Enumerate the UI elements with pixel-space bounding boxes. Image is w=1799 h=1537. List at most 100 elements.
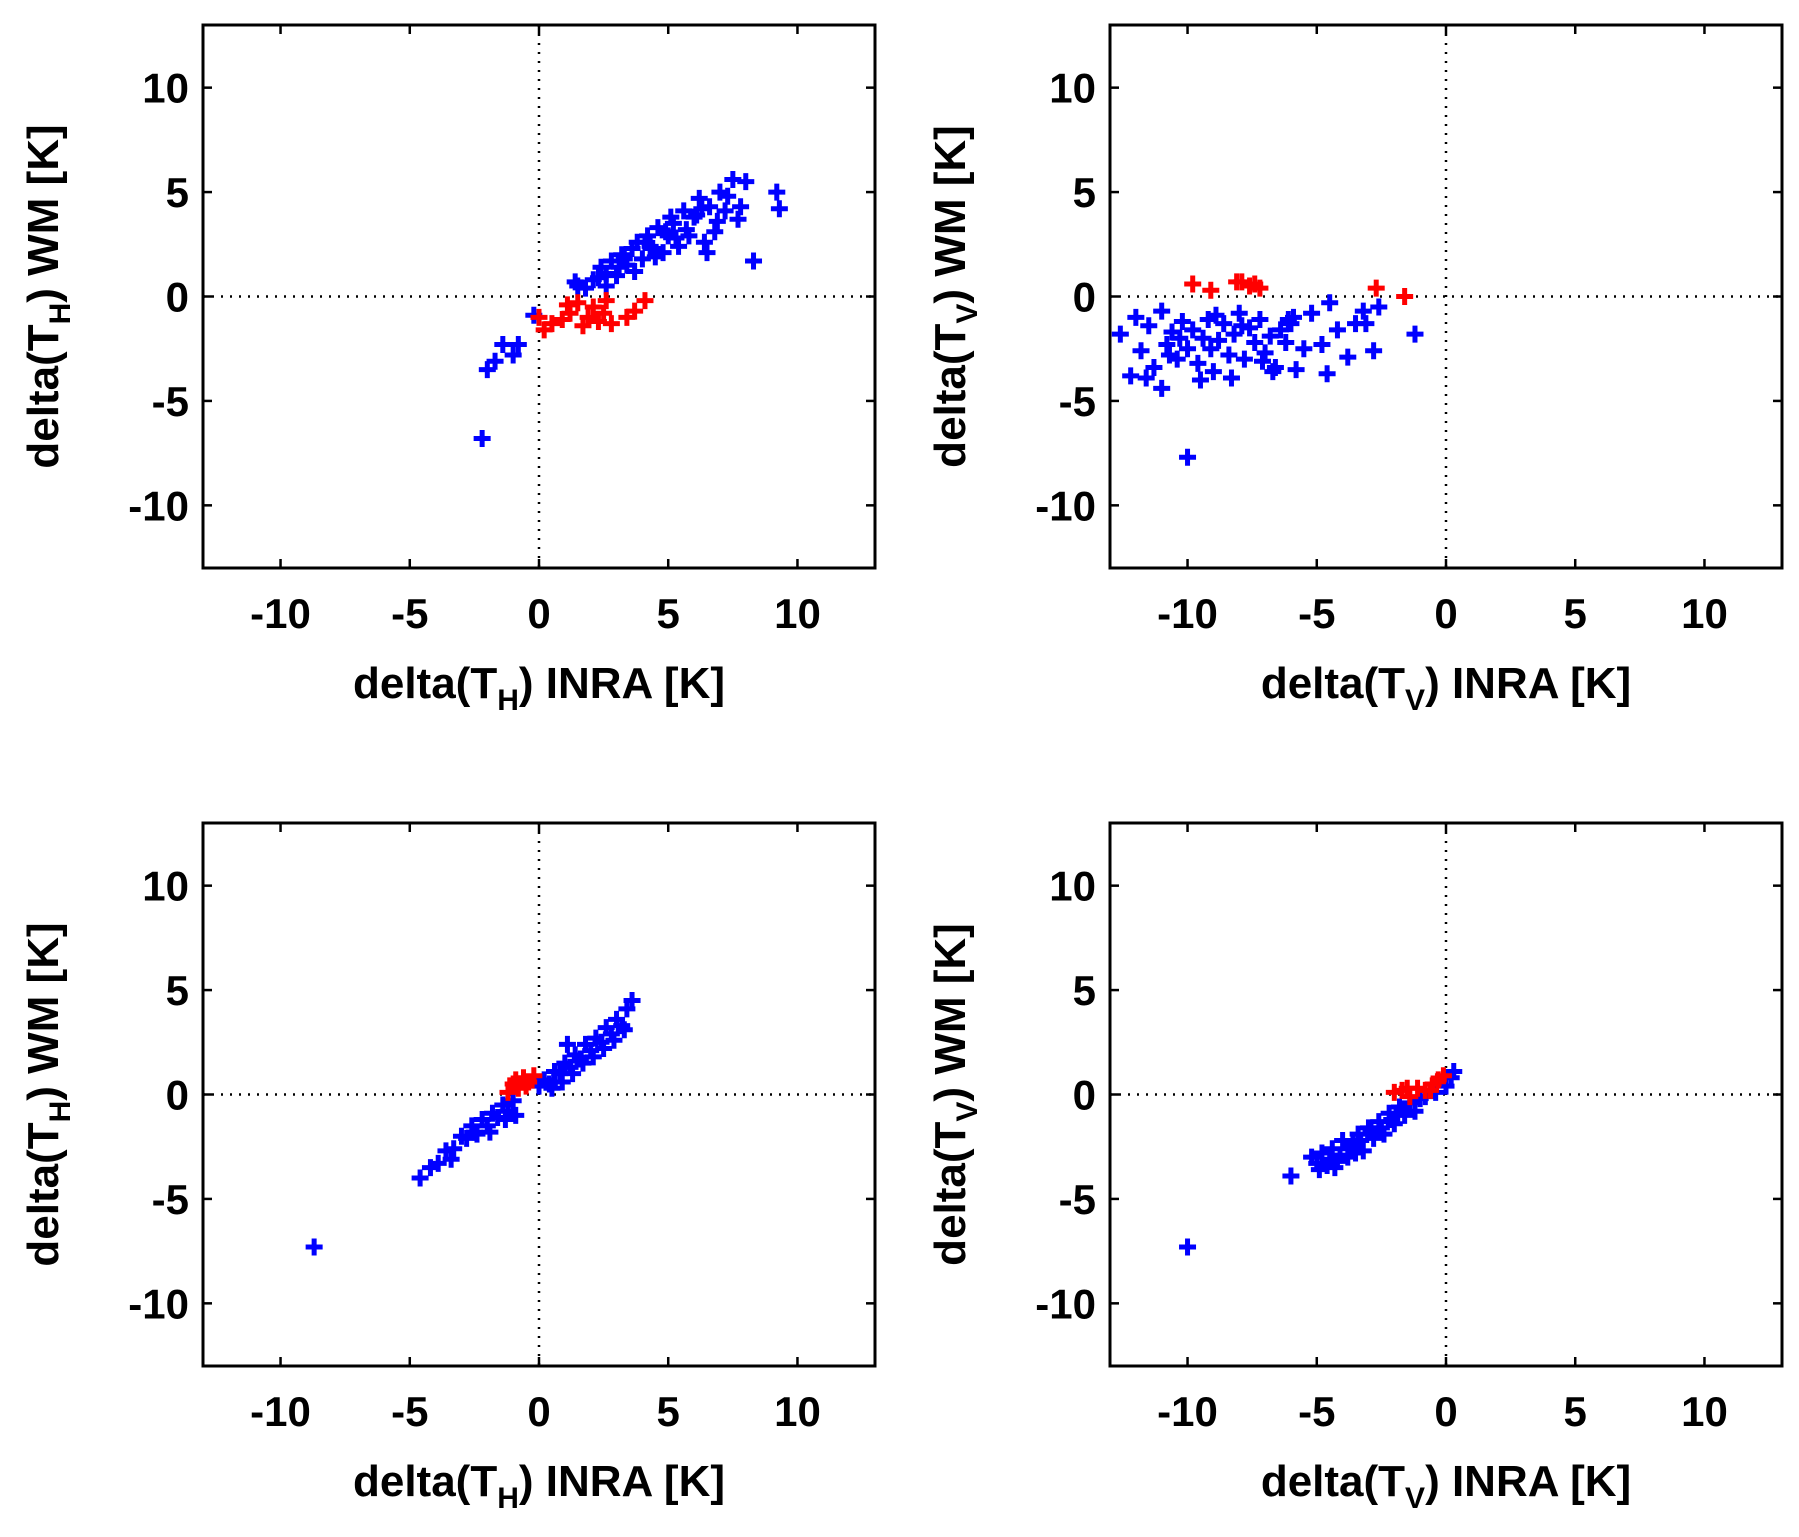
y-axis-label-prefix: delta(T	[926, 323, 975, 467]
data-point-blue	[496, 1111, 514, 1129]
y-tick-label: 10	[142, 65, 189, 112]
data-point-blue	[1287, 361, 1305, 379]
series-blue	[1111, 294, 1424, 466]
data-point-blue	[1303, 304, 1321, 322]
y-axis-label: delta(TV) WM [K]	[926, 923, 984, 1266]
x-tick-label: -5	[391, 1388, 428, 1435]
data-point-red	[1228, 273, 1246, 291]
data-point-blue	[504, 346, 522, 364]
x-tick-label: 10	[774, 590, 821, 637]
data-point-blue	[1321, 294, 1339, 312]
data-point-blue	[597, 277, 615, 295]
x-tick-label: 0	[1434, 590, 1457, 637]
data-point-blue	[1210, 331, 1228, 349]
data-point-blue	[305, 1238, 323, 1256]
data-point-blue	[1318, 365, 1336, 383]
data-point-blue	[698, 244, 716, 262]
data-point-red	[579, 308, 597, 326]
data-point-blue	[1225, 325, 1243, 343]
y-tick-label: 10	[142, 863, 189, 910]
y-tick-label: -10	[128, 1280, 189, 1327]
data-point-blue	[1160, 346, 1178, 364]
data-point-blue	[1295, 340, 1313, 358]
y-axis-label-prefix: delta(T	[19, 1122, 68, 1266]
x-tick-label: 10	[1681, 1388, 1728, 1435]
x-tick-label: 0	[527, 1388, 550, 1435]
data-point-blue	[615, 250, 633, 268]
data-point-red	[626, 302, 644, 320]
data-point-blue	[1282, 1167, 1300, 1185]
x-tick-label: -10	[250, 590, 311, 637]
data-point-blue	[584, 1048, 602, 1066]
x-axis-label-prefix: delta(T	[353, 659, 497, 708]
data-point-blue	[719, 187, 737, 205]
data-point-blue	[442, 1150, 460, 1168]
data-point-blue	[708, 212, 726, 230]
data-point-blue	[737, 173, 755, 191]
y-tick-label: 5	[166, 967, 189, 1014]
x-axis-label: delta(TH) INRA [K]	[353, 1457, 725, 1515]
data-point-blue	[1261, 327, 1279, 345]
data-point-blue	[486, 352, 504, 370]
data-point-blue	[411, 1169, 429, 1187]
data-point-red	[597, 292, 615, 310]
data-point-blue	[1310, 1161, 1328, 1179]
data-point-red	[1434, 1067, 1452, 1085]
data-point-blue	[646, 248, 664, 266]
data-point-blue	[745, 252, 763, 270]
series-red	[1184, 273, 1414, 305]
y-tick-label: -10	[1035, 1280, 1096, 1327]
y-axis-label-prefix: delta(T	[19, 324, 68, 468]
data-point-blue	[589, 269, 607, 287]
x-axis-label-subscript: H	[497, 1482, 519, 1515]
data-point-blue	[615, 1021, 633, 1039]
data-point-blue	[1334, 1131, 1352, 1149]
x-axis-label-suffix: ) INRA [K]	[519, 659, 725, 708]
y-axis-label-prefix: delta(T	[926, 1121, 975, 1265]
data-point-red	[1184, 275, 1202, 293]
data-point-blue	[1111, 325, 1129, 343]
data-point-blue	[564, 1065, 582, 1083]
x-tick-label: -10	[250, 1388, 311, 1435]
data-point-blue	[1285, 308, 1303, 326]
data-point-red	[602, 315, 620, 333]
data-point-blue	[481, 1123, 499, 1141]
data-point-blue	[558, 1035, 576, 1053]
data-point-red	[507, 1071, 525, 1089]
data-point-blue	[494, 336, 512, 354]
data-point-blue	[1357, 315, 1375, 333]
data-point-blue	[1370, 298, 1388, 316]
data-point-blue	[1137, 369, 1155, 387]
data-point-blue	[1354, 302, 1372, 320]
y-tick-label: -10	[1035, 482, 1096, 529]
data-point-blue	[1145, 359, 1163, 377]
y-axis-label-suffix: ) WM [K]	[926, 923, 975, 1101]
series-blue	[305, 992, 641, 1256]
x-axis-label-prefix: delta(T	[1261, 1457, 1405, 1506]
data-point-red	[525, 1067, 543, 1085]
y-tick-label: -5	[152, 378, 189, 425]
data-point-blue	[1365, 342, 1383, 360]
data-point-blue	[553, 1073, 571, 1091]
data-point-blue	[633, 250, 651, 268]
y-axis-label-subscript: V	[951, 304, 984, 324]
data-point-blue	[1253, 352, 1271, 370]
x-axis-label-suffix: ) INRA [K]	[1425, 1457, 1631, 1506]
data-point-blue	[729, 210, 747, 228]
data-point-blue	[1184, 321, 1202, 339]
x-tick-label: 10	[774, 1388, 821, 1435]
data-point-red	[636, 292, 654, 310]
data-point-blue	[1362, 1123, 1380, 1141]
data-point-blue	[605, 1031, 623, 1049]
data-point-red	[1398, 1079, 1416, 1097]
series-red	[1385, 1067, 1452, 1106]
data-point-blue	[1251, 310, 1269, 328]
x-axis-label-subscript: V	[1405, 1482, 1425, 1515]
data-point-blue	[732, 198, 750, 216]
x-tick-label: -5	[1298, 590, 1335, 637]
data-point-blue	[1339, 348, 1357, 366]
data-point-red	[1251, 279, 1269, 297]
y-tick-label: 5	[166, 169, 189, 216]
data-point-blue	[626, 262, 644, 280]
